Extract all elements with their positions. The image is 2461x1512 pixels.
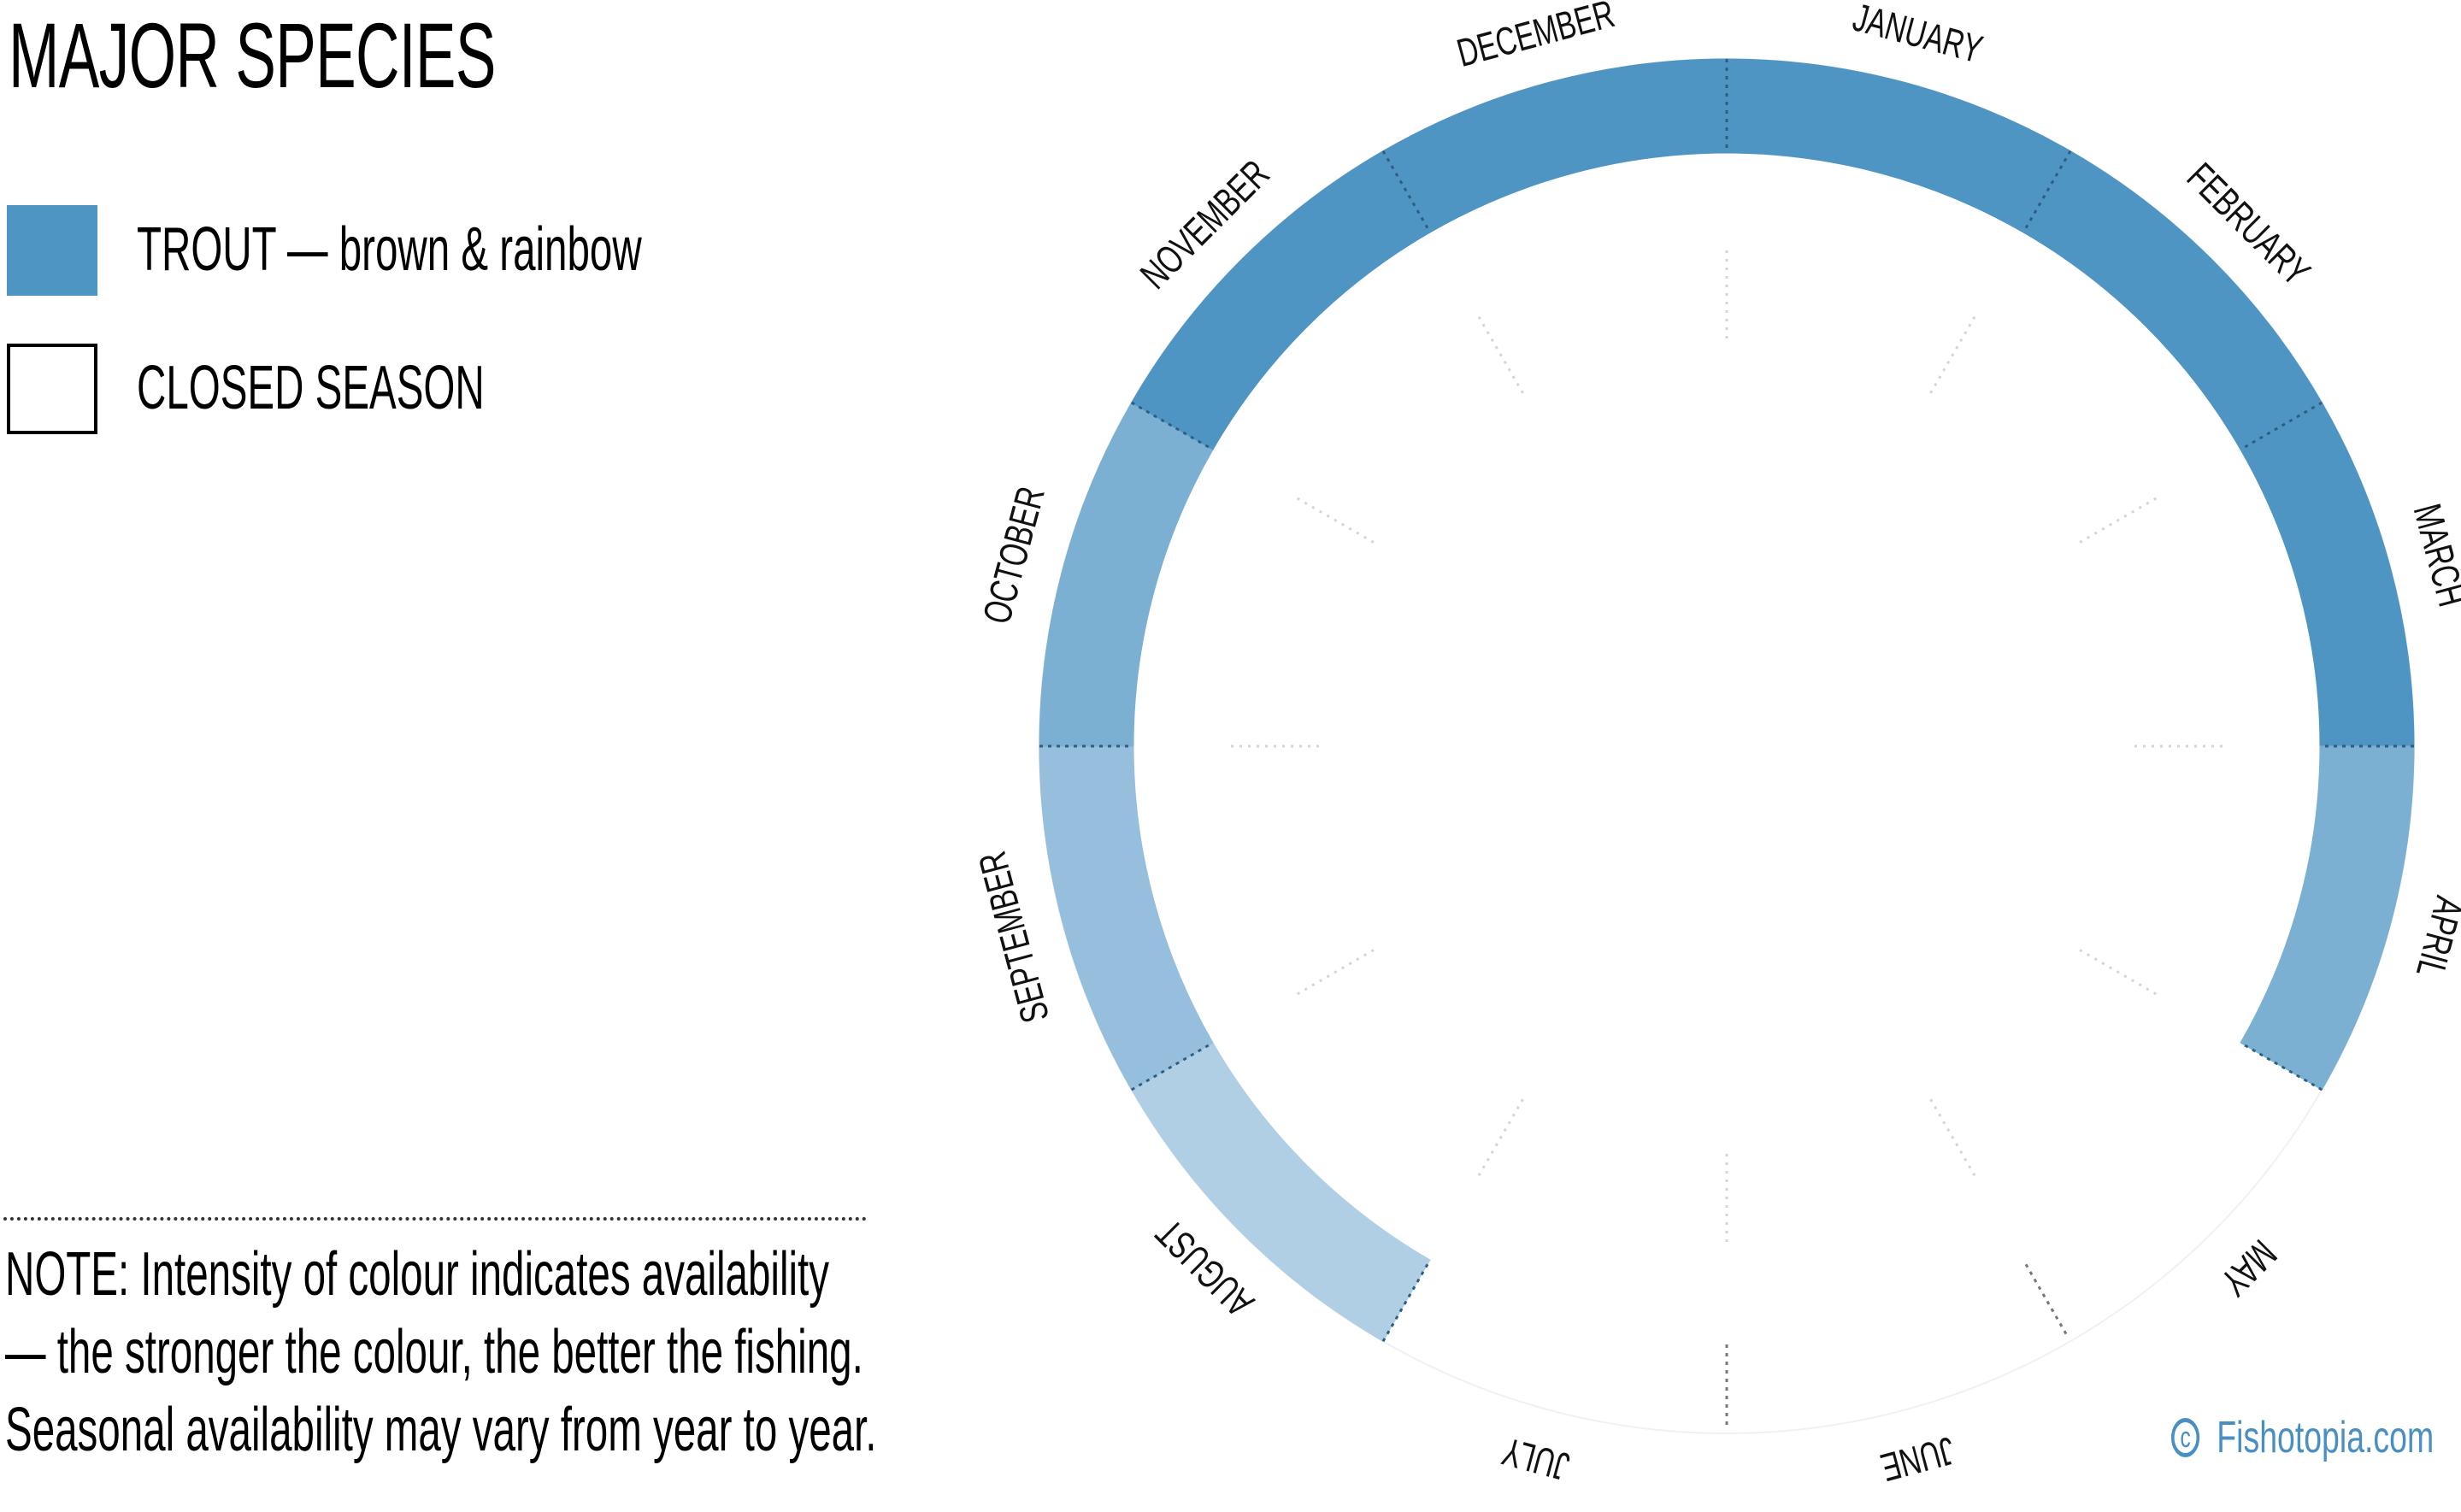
inner-tick bbox=[1477, 315, 1528, 399]
month-label-october: OCTOBER bbox=[975, 482, 1053, 628]
month-divider bbox=[2022, 1259, 2068, 1335]
month-label-september: SEPTEMBER bbox=[971, 847, 1058, 1027]
month-divider bbox=[2240, 401, 2323, 451]
segment-april bbox=[2240, 745, 2415, 1091]
segment-february bbox=[2022, 150, 2323, 450]
month-divider bbox=[2240, 1041, 2323, 1091]
copyright-icon: c bbox=[2171, 1418, 2200, 1457]
month-label-december: DECEMBER bbox=[1453, 0, 1619, 75]
segment-january bbox=[1726, 58, 2071, 233]
note-line-3: Seasonal availability may vary from year… bbox=[5, 1396, 877, 1464]
credit[interactable]: c Fishotopia.com bbox=[2171, 1412, 2434, 1463]
month-label-july: JULY bbox=[1498, 1429, 1574, 1488]
inner-tick bbox=[1477, 1093, 1528, 1177]
month-divider bbox=[2022, 150, 2072, 233]
month-divider bbox=[1381, 1259, 1432, 1343]
note-divider bbox=[3, 1217, 867, 1221]
note-line-2: — the stronger the colour, the better th… bbox=[5, 1318, 863, 1386]
note-line-1: NOTE: Intensity of colour indicates avai… bbox=[5, 1240, 830, 1309]
segment-october bbox=[1039, 402, 1214, 747]
inner-tick bbox=[1926, 315, 1976, 399]
legend-label-trout: TROUT — brown & rainbow bbox=[137, 215, 642, 284]
segment-september bbox=[1039, 745, 1214, 1091]
inner-tick bbox=[2074, 497, 2158, 547]
legend-swatch-closed-season bbox=[7, 344, 97, 434]
note-text: NOTE: Intensity of colour indicates avai… bbox=[5, 1236, 876, 1469]
segment-november bbox=[1131, 150, 1431, 450]
segment-december bbox=[1382, 58, 1728, 233]
segment-march bbox=[2240, 402, 2415, 747]
month-divider bbox=[1381, 150, 1432, 233]
chart-title: MAJOR SPECIES bbox=[9, 3, 496, 107]
month-label-june: JUNE bbox=[1876, 1428, 1959, 1489]
inner-tick bbox=[2074, 945, 2158, 996]
month-label-january: JANUARY bbox=[1848, 0, 1987, 72]
inner-tick bbox=[1296, 497, 1380, 547]
month-divider bbox=[1130, 401, 1214, 451]
inner-tick bbox=[1296, 945, 1380, 996]
credit-text: Fishotopia.com bbox=[2217, 1413, 2435, 1462]
month-label-march: MARCH bbox=[2405, 500, 2461, 611]
legend-swatch-trout bbox=[7, 205, 97, 296]
month-label-may: MAY bbox=[2212, 1232, 2285, 1304]
legend-label-closed-season: CLOSED SEASON bbox=[137, 354, 485, 422]
month-label-april: APRIL bbox=[2408, 892, 2461, 983]
segment-august bbox=[1131, 1042, 1431, 1342]
month-divider bbox=[1130, 1041, 1214, 1091]
inner-tick bbox=[1926, 1093, 1976, 1177]
